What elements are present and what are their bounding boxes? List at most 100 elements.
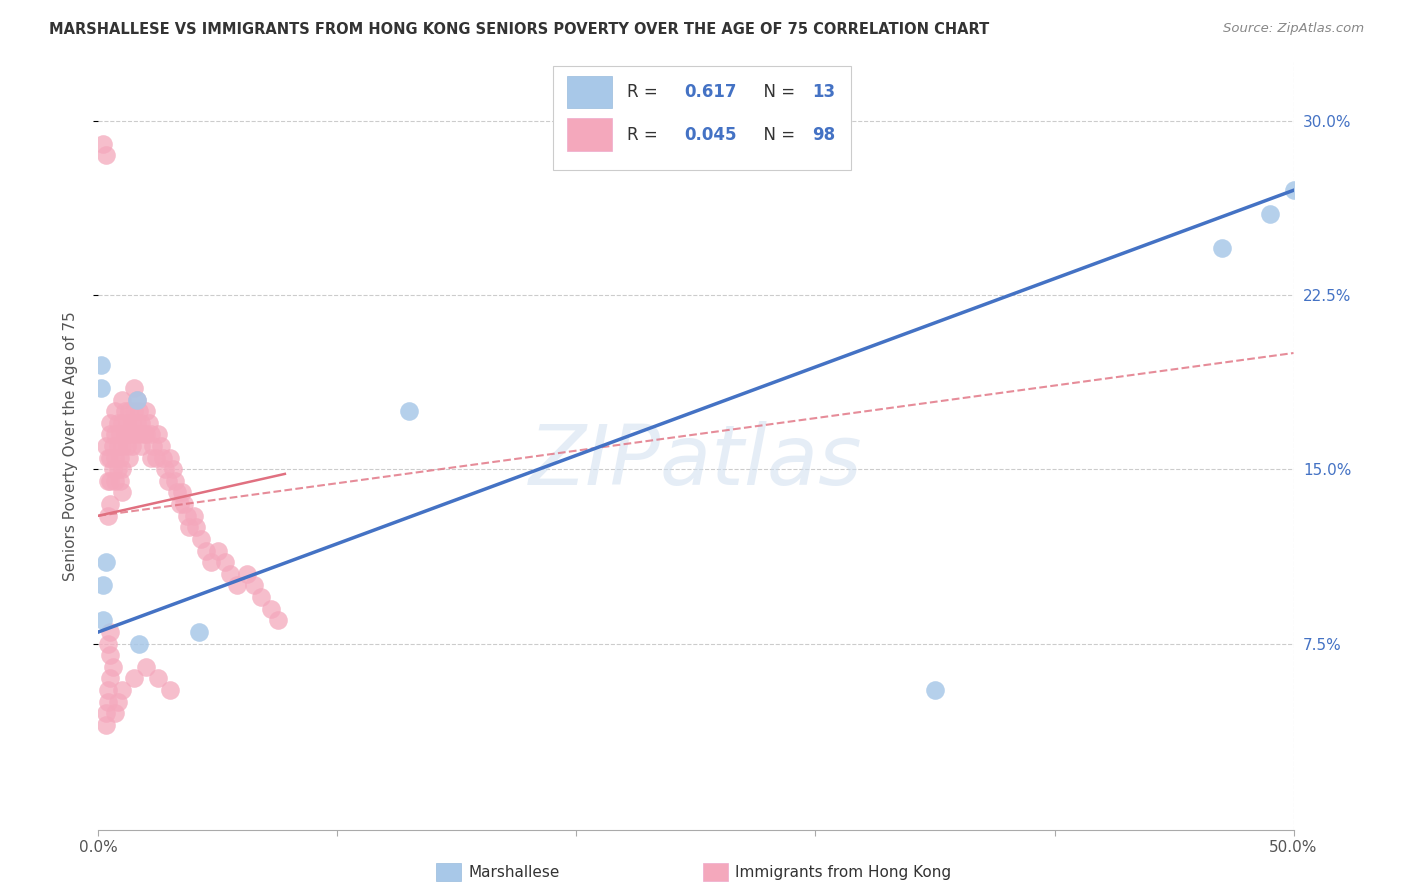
Point xyxy=(98,648,122,663)
Point xyxy=(166,485,188,500)
Point xyxy=(94,148,117,162)
Point xyxy=(98,497,122,511)
Point xyxy=(128,427,150,442)
Point xyxy=(190,532,212,546)
Point xyxy=(118,450,141,465)
Point xyxy=(107,416,129,430)
Point xyxy=(124,427,146,442)
Point xyxy=(91,578,114,592)
FancyBboxPatch shape xyxy=(553,66,852,169)
Point xyxy=(132,427,155,442)
Point xyxy=(131,439,153,453)
Point xyxy=(1282,183,1305,197)
Point xyxy=(98,624,122,639)
Point xyxy=(97,683,120,698)
Point xyxy=(135,404,157,418)
Point xyxy=(124,672,146,686)
Point xyxy=(207,543,229,558)
Point xyxy=(91,136,114,151)
Point xyxy=(115,416,138,430)
Point xyxy=(145,450,167,465)
Point xyxy=(138,416,160,430)
Text: 98: 98 xyxy=(811,126,835,144)
Point xyxy=(104,474,127,488)
Point xyxy=(148,672,170,686)
Point xyxy=(163,474,186,488)
Point xyxy=(111,416,134,430)
Point xyxy=(250,590,273,604)
Point xyxy=(98,450,122,465)
Point xyxy=(115,439,138,453)
Point xyxy=(111,392,134,407)
Point xyxy=(118,427,141,442)
Point xyxy=(131,416,153,430)
Point xyxy=(97,637,120,651)
Text: Source: ZipAtlas.com: Source: ZipAtlas.com xyxy=(1223,22,1364,36)
Text: 0.045: 0.045 xyxy=(685,126,737,144)
Point xyxy=(98,427,122,442)
Point xyxy=(226,578,249,592)
Point xyxy=(135,660,157,674)
Point xyxy=(101,660,124,674)
Point xyxy=(267,613,290,627)
Point xyxy=(125,416,148,430)
Point xyxy=(94,706,117,721)
Text: Immigrants from Hong Kong: Immigrants from Hong Kong xyxy=(735,865,952,880)
Point xyxy=(101,462,124,476)
Point xyxy=(1211,241,1233,255)
Point xyxy=(107,462,129,476)
Point xyxy=(97,508,120,523)
Point xyxy=(149,439,172,453)
Text: 13: 13 xyxy=(811,83,835,101)
Point xyxy=(195,543,218,558)
Point xyxy=(172,485,194,500)
Point xyxy=(235,566,257,581)
Point xyxy=(156,474,179,488)
Point xyxy=(97,474,120,488)
Point xyxy=(125,392,148,407)
Point xyxy=(114,427,136,442)
Point xyxy=(104,427,127,442)
Text: R =: R = xyxy=(627,126,662,144)
Point xyxy=(94,718,117,732)
Point xyxy=(124,381,146,395)
Point xyxy=(108,474,131,488)
Point xyxy=(139,427,162,442)
FancyBboxPatch shape xyxy=(567,76,613,109)
Text: N =: N = xyxy=(754,126,800,144)
Point xyxy=(183,508,205,523)
Point xyxy=(94,555,117,569)
Point xyxy=(111,462,134,476)
Y-axis label: Seniors Poverty Over the Age of 75: Seniors Poverty Over the Age of 75 xyxy=(63,311,77,581)
Point xyxy=(98,416,122,430)
Point xyxy=(219,566,242,581)
Point xyxy=(107,695,129,709)
Point xyxy=(101,439,124,453)
Point xyxy=(111,683,134,698)
Point xyxy=(187,624,209,639)
Point xyxy=(924,683,946,698)
Point xyxy=(159,450,181,465)
Point xyxy=(179,520,201,534)
Text: MARSHALLESE VS IMMIGRANTS FROM HONG KONG SENIORS POVERTY OVER THE AGE OF 75 CORR: MARSHALLESE VS IMMIGRANTS FROM HONG KONG… xyxy=(49,22,990,37)
Point xyxy=(214,555,236,569)
Point xyxy=(98,474,122,488)
Point xyxy=(135,427,157,442)
Point xyxy=(155,462,177,476)
Text: N =: N = xyxy=(754,83,800,101)
Point xyxy=(118,404,141,418)
Point xyxy=(139,450,162,465)
Point xyxy=(97,450,120,465)
Point xyxy=(398,404,420,418)
Text: 0.617: 0.617 xyxy=(685,83,737,101)
Point xyxy=(128,637,150,651)
Point xyxy=(152,450,174,465)
Point xyxy=(128,404,150,418)
Text: R =: R = xyxy=(627,83,662,101)
Point xyxy=(124,404,146,418)
Point xyxy=(1258,206,1281,220)
Point xyxy=(111,485,134,500)
Point xyxy=(90,358,112,372)
Point xyxy=(169,497,191,511)
Point xyxy=(200,555,222,569)
